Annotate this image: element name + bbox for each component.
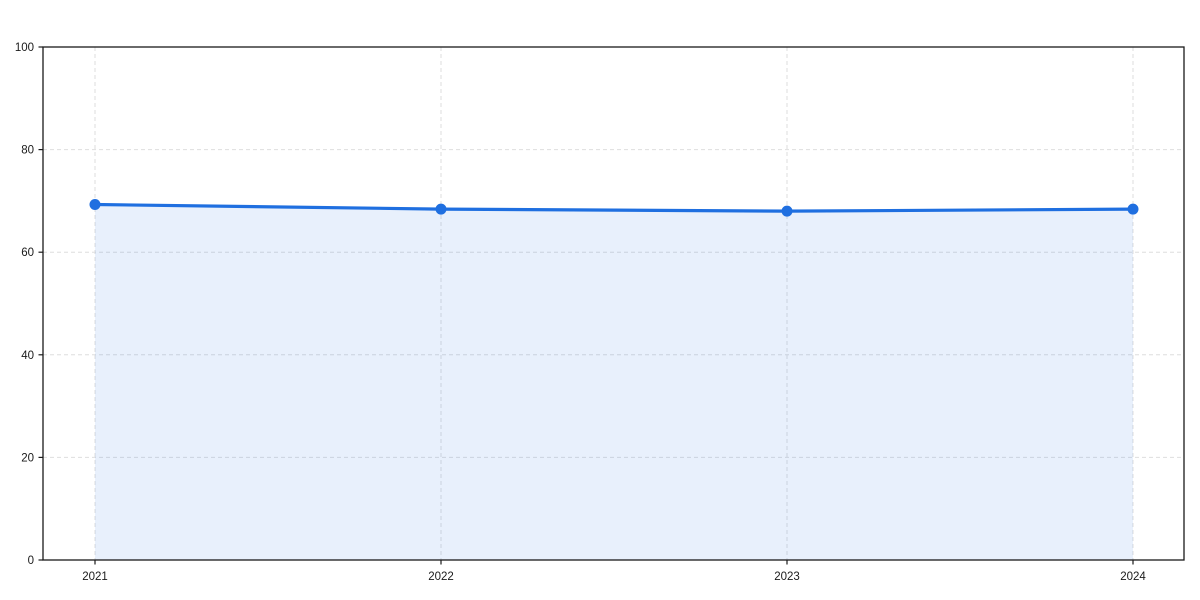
- y-tick-label: 60: [21, 247, 34, 259]
- y-tick-label: 0: [28, 555, 34, 567]
- area-fill: [95, 204, 1133, 560]
- plot-border: [42, 46, 1185, 561]
- y-tick-label: 100: [15, 42, 34, 54]
- x-tick-label: 2023: [774, 571, 800, 583]
- data-point-2023: [781, 205, 793, 217]
- y-tick-label: 80: [21, 145, 34, 157]
- x-tick-label: 2022: [428, 571, 454, 583]
- data-point-2024: [1127, 203, 1139, 215]
- data-point-2022: [435, 203, 447, 215]
- x-tick-label: 2024: [1120, 571, 1146, 583]
- x-tick-label: 2021: [82, 571, 108, 583]
- trend-line: [93, 202, 1135, 213]
- y-tick-label: 40: [21, 350, 34, 362]
- y-tick-label: 20: [21, 452, 34, 464]
- data-point-2021: [89, 198, 101, 210]
